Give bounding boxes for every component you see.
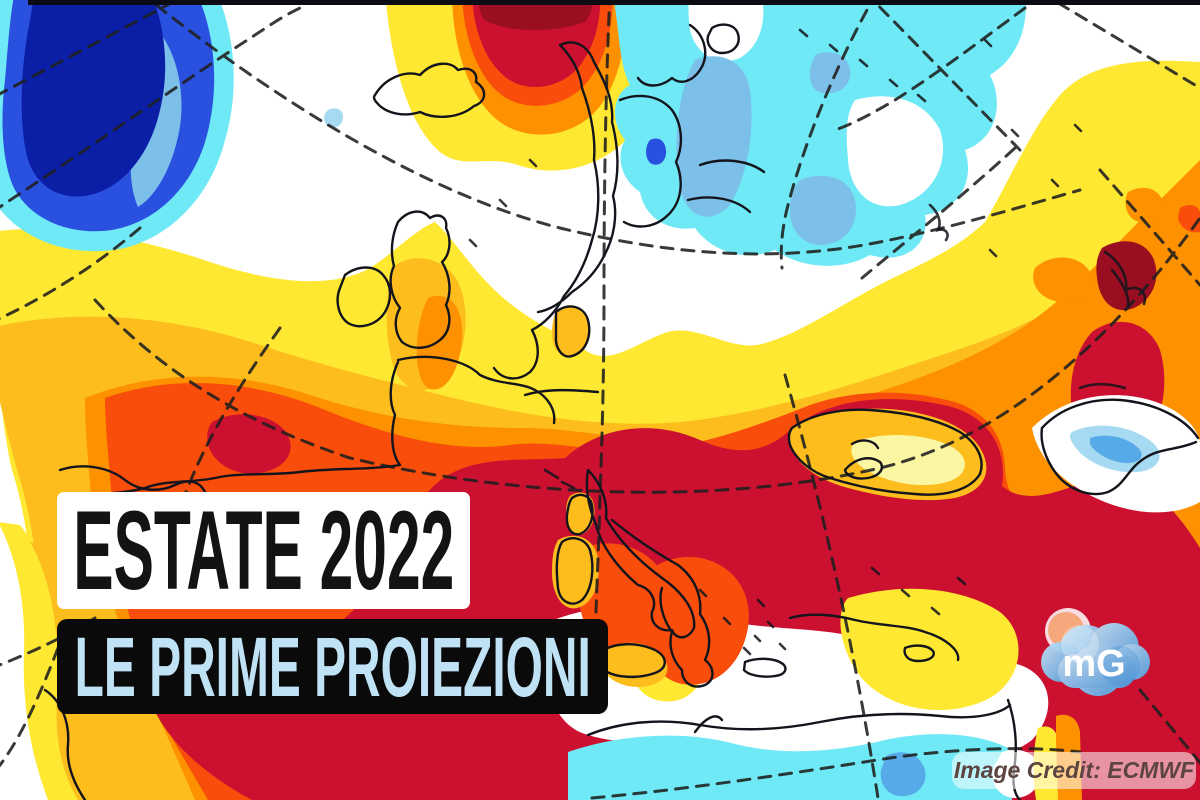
title-banner: ESTATE 2022 (57, 492, 470, 609)
cloud-icon (1041, 608, 1150, 696)
terrain-marks (468, 28, 1147, 656)
title-text: ESTATE 2022 (73, 487, 454, 613)
cool-anomaly-scandinavia (613, 0, 1026, 266)
map-top-border (28, 0, 1200, 5)
image-credit-pill: Image Credit: ECMWF (952, 752, 1196, 789)
image-credit-text: Image Credit: ECMWF (953, 757, 1195, 783)
subtitle-text: LE PRIME PROIEZIONI (74, 619, 591, 714)
cold-anomaly-northwest (0, 0, 344, 252)
logo-text: mG (1062, 643, 1125, 685)
meteogiornale-cloud-logo: mG (1041, 608, 1150, 696)
coastlines (43, 23, 1200, 800)
subtitle-banner: LE PRIME PROIEZIONI (57, 619, 608, 714)
